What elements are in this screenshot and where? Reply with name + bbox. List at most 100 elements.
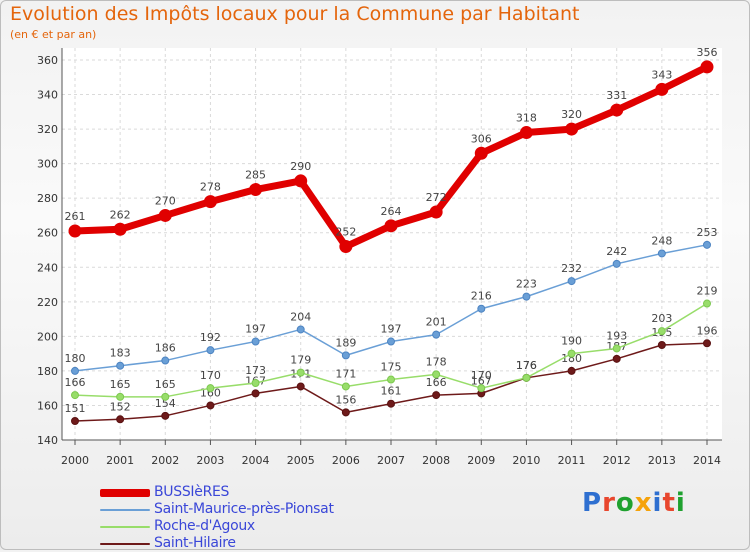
data-point [474, 146, 488, 160]
series-2: 166 165 165 170 173 179 171 175 178 170 176 190 193 2… [65, 285, 718, 401]
data-point [206, 401, 215, 410]
x-tick-label: 2004 [242, 454, 270, 467]
data-point [251, 389, 260, 398]
data-point [71, 417, 79, 425]
data-label: 180 [65, 352, 86, 365]
y-tick-label: 240 [37, 261, 58, 274]
data-label: 290 [290, 160, 311, 173]
data-label: 176 [516, 359, 537, 372]
data-point [432, 391, 441, 400]
data-point [655, 82, 669, 96]
data-label: 272 [426, 191, 447, 204]
legend-swatch [100, 509, 150, 511]
data-label: 278 [200, 181, 221, 194]
data-point [341, 382, 350, 391]
data-label: 331 [606, 89, 627, 102]
data-point [477, 304, 486, 313]
data-point [161, 356, 170, 365]
data-label: 306 [471, 132, 492, 145]
data-label: 201 [426, 316, 447, 329]
data-label: 173 [245, 364, 266, 377]
legend-swatch [100, 543, 150, 545]
data-point [700, 60, 714, 74]
legend-label: BUSSIèRES [154, 484, 230, 500]
data-label: 204 [290, 310, 311, 323]
logo-letter: o [615, 488, 635, 518]
data-label: 285 [245, 169, 266, 182]
legend-label: Saint-Maurice-près-Pionsat [154, 501, 334, 517]
y-tick-label: 180 [37, 365, 58, 378]
data-label: 166 [65, 376, 86, 389]
y-tick-label: 220 [37, 296, 58, 309]
data-point [612, 344, 621, 353]
data-point [703, 339, 711, 348]
data-label: 161 [381, 385, 402, 398]
y-tick-label: 260 [37, 227, 58, 240]
chart-subtitle: (en € et par an) [10, 28, 97, 41]
data-point [519, 126, 533, 140]
data-label: 193 [606, 329, 627, 342]
data-point [703, 299, 711, 308]
data-label: 180 [561, 352, 582, 365]
data-point [294, 174, 308, 188]
proxiti-logo: Proxiti [582, 488, 686, 518]
data-label: 171 [335, 367, 356, 380]
data-label: 156 [335, 393, 356, 406]
logo-letter: P [582, 488, 603, 518]
x-tick-label: 2000 [61, 454, 89, 467]
data-point [477, 384, 486, 393]
y-tick-label: 200 [37, 330, 58, 343]
data-point [296, 368, 305, 377]
data-point [432, 370, 441, 379]
data-point [567, 349, 576, 358]
data-point [387, 399, 395, 408]
data-label: 170 [471, 369, 492, 382]
data-point [116, 415, 125, 424]
data-point [339, 240, 353, 254]
data-point [71, 366, 79, 375]
data-label: 151 [65, 402, 86, 415]
data-label: 219 [697, 285, 718, 298]
series-1: 180 183 186 192 197 204 189 197 201 216 223 232 242 2… [65, 226, 718, 375]
x-tick-label: 2009 [467, 454, 495, 467]
data-label: 203 [651, 312, 672, 325]
data-point [158, 208, 172, 222]
data-label: 175 [381, 361, 402, 374]
data-point [203, 195, 217, 209]
data-point [116, 392, 125, 401]
data-point [657, 327, 666, 336]
x-tick-label: 2011 [558, 454, 586, 467]
data-point [657, 341, 666, 349]
logo-letter: r [602, 488, 616, 518]
legend-label: Roche-d'Agoux [154, 518, 255, 534]
data-label: 152 [110, 400, 131, 413]
data-point [341, 408, 350, 417]
data-point [703, 240, 711, 249]
data-point [429, 205, 443, 219]
y-tick-label: 300 [37, 158, 58, 171]
data-label: 223 [516, 278, 537, 291]
legend-swatch [100, 526, 150, 528]
x-tick-label: 2002 [151, 454, 179, 467]
x-tick-label: 2003 [196, 454, 224, 467]
data-point [206, 346, 215, 355]
logo-letter: x [634, 488, 653, 518]
x-tick-label: 2010 [512, 454, 540, 467]
data-point [161, 411, 170, 420]
data-point [657, 249, 666, 258]
data-label: 242 [606, 245, 627, 258]
data-label: 356 [697, 46, 718, 59]
data-point [567, 277, 576, 286]
data-label: 232 [561, 262, 582, 275]
data-label: 320 [561, 108, 582, 121]
data-label: 196 [697, 324, 718, 337]
data-label: 165 [110, 378, 131, 391]
y-tick-label: 320 [37, 123, 58, 136]
data-point [387, 337, 395, 346]
data-point [610, 103, 624, 117]
data-point [612, 354, 621, 363]
data-label: 189 [335, 336, 356, 349]
data-point [565, 122, 579, 136]
x-tick-label: 2006 [332, 454, 360, 467]
